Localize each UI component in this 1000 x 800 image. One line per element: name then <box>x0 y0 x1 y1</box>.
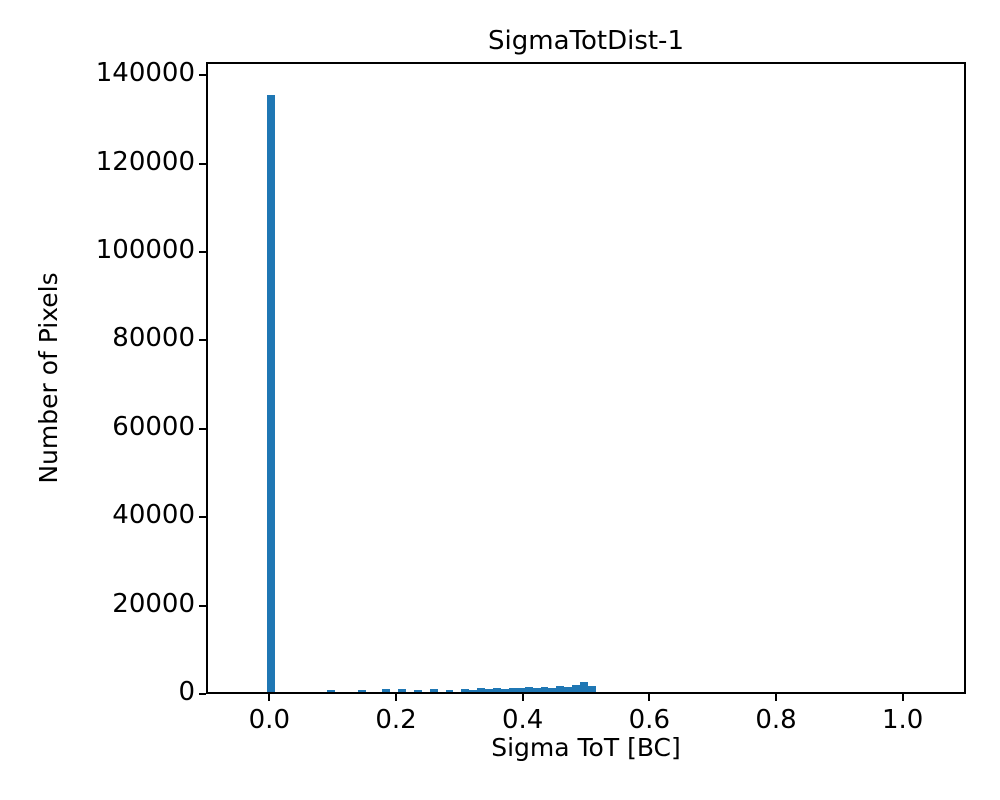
histogram-bar <box>524 686 533 692</box>
x-axis-label: Sigma ToT [BC] <box>491 733 681 762</box>
y-tick-mark <box>199 516 206 519</box>
y-axis-label: Number of Pixels <box>34 272 63 484</box>
histogram-bar <box>382 689 391 692</box>
x-tick-mark <box>648 694 651 701</box>
x-tick-mark <box>901 694 904 701</box>
y-tick-label: 80000 <box>112 323 195 354</box>
histogram-bar <box>413 689 422 692</box>
y-tick-label: 20000 <box>112 588 195 619</box>
histogram-bar <box>572 684 581 692</box>
y-tick-mark <box>199 693 206 695</box>
chart-title: SigmaTotDist-1 <box>488 26 684 56</box>
x-tick-mark <box>521 694 524 701</box>
y-tick-label: 100000 <box>95 235 195 266</box>
histogram-bar <box>588 685 596 692</box>
x-tick-label: 0.0 <box>248 705 290 735</box>
histogram-bar <box>493 688 501 692</box>
x-tick-mark <box>775 694 777 701</box>
y-tick-label: 0 <box>178 677 195 707</box>
histogram-bar <box>429 689 438 692</box>
histogram-bar <box>267 95 276 692</box>
histogram-bar <box>548 687 557 692</box>
histogram-bar <box>326 689 335 692</box>
histogram-bar <box>398 688 406 692</box>
y-tick-mark <box>199 162 206 165</box>
histogram-bar <box>461 688 470 692</box>
x-tick-mark <box>268 694 271 701</box>
histogram-bar <box>540 687 549 692</box>
y-tick-mark <box>199 74 206 77</box>
histogram-bar <box>556 686 565 692</box>
histogram-bar <box>580 682 589 692</box>
y-tick-mark <box>199 339 206 342</box>
y-tick-label: 60000 <box>112 411 195 442</box>
plot-area <box>206 62 966 694</box>
y-tick-mark <box>199 604 206 607</box>
x-tick-label: 0.6 <box>628 705 670 735</box>
y-tick-mark <box>199 251 206 254</box>
histogram-bar <box>485 689 494 692</box>
histogram-bar <box>516 688 525 692</box>
x-tick-label: 0.2 <box>375 705 417 735</box>
x-tick-label: 0.8 <box>755 705 797 735</box>
histogram-bar <box>445 689 454 692</box>
y-tick-mark <box>199 427 206 430</box>
histogram-bar <box>477 688 486 692</box>
x-tick-label: 1.0 <box>881 705 924 735</box>
histogram-bar <box>500 688 509 692</box>
x-tick-mark <box>395 694 397 701</box>
histogram-bar <box>532 688 541 692</box>
histogram-bars <box>208 64 964 692</box>
x-tick-label: 0.4 <box>501 705 544 735</box>
histogram-bar <box>358 690 367 692</box>
histogram-bar <box>564 687 573 692</box>
histogram-bar <box>508 687 517 692</box>
y-tick-label: 140000 <box>95 58 195 89</box>
y-tick-label: 40000 <box>112 500 195 531</box>
histogram-bar <box>469 689 478 692</box>
y-tick-label: 120000 <box>95 146 195 177</box>
